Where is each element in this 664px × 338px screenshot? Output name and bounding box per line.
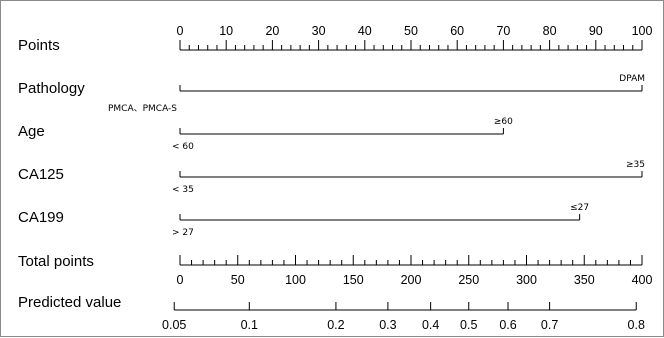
points-tick-label: 10 [219, 24, 233, 38]
total-tick-label: 200 [401, 273, 422, 287]
points-tick-label: 80 [543, 24, 557, 38]
points-tick-label: 70 [496, 24, 510, 38]
predicted-tick-label: 0.5 [460, 318, 477, 332]
predicted-tick-label: 0.7 [541, 318, 558, 332]
variable-level-label: DPAM [619, 74, 645, 84]
total-tick-label: 350 [574, 273, 595, 287]
points-tick-label: 60 [450, 24, 464, 38]
points-tick-label: 50 [404, 24, 418, 38]
predicted-tick-label: 0.4 [422, 318, 439, 332]
points-row-label: Points [18, 37, 60, 54]
predicted-tick-label: 0.05 [162, 318, 186, 332]
variable-label-age: Age [18, 123, 45, 140]
variable-level-label: < 60 [172, 142, 194, 152]
predicted-tick-label: 0.6 [499, 318, 516, 332]
variable-level-label: > 27 [172, 228, 194, 238]
variable-label-ca125: CA125 [18, 166, 64, 183]
total-tick-label: 150 [343, 273, 364, 287]
total-tick-label: 250 [458, 273, 479, 287]
total-tick-label: 0 [177, 273, 184, 287]
predicted-tick-label: 0.8 [628, 318, 645, 332]
total-tick-label: 50 [231, 273, 245, 287]
predicted-value-row-label: Predicted value [18, 294, 121, 311]
points-tick-label: 100 [632, 24, 653, 38]
total-tick-label: 300 [516, 273, 537, 287]
variable-level-label: < 35 [172, 185, 194, 195]
variable-level-label: ≥60 [494, 117, 513, 127]
points-tick-label: 30 [312, 24, 326, 38]
variable-level-label: PMCA、PMCA-S [108, 104, 177, 114]
points-tick-label: 90 [589, 24, 603, 38]
variable-label-pathology: Pathology [18, 80, 85, 97]
variable-label-ca199: CA199 [18, 209, 64, 226]
predicted-tick-label: 0.1 [241, 318, 258, 332]
predicted-tick-label: 0.3 [379, 318, 396, 332]
total-tick-label: 100 [285, 273, 306, 287]
points-tick-label: 20 [265, 24, 279, 38]
total-points-row-label: Total points [18, 253, 94, 270]
total-tick-label: 400 [632, 273, 653, 287]
points-tick-label: 0 [177, 24, 184, 38]
variable-level-label: ≤27 [570, 203, 589, 213]
points-tick-label: 40 [358, 24, 372, 38]
variable-level-label: ≥35 [626, 160, 645, 170]
predicted-tick-label: 0.2 [327, 318, 344, 332]
